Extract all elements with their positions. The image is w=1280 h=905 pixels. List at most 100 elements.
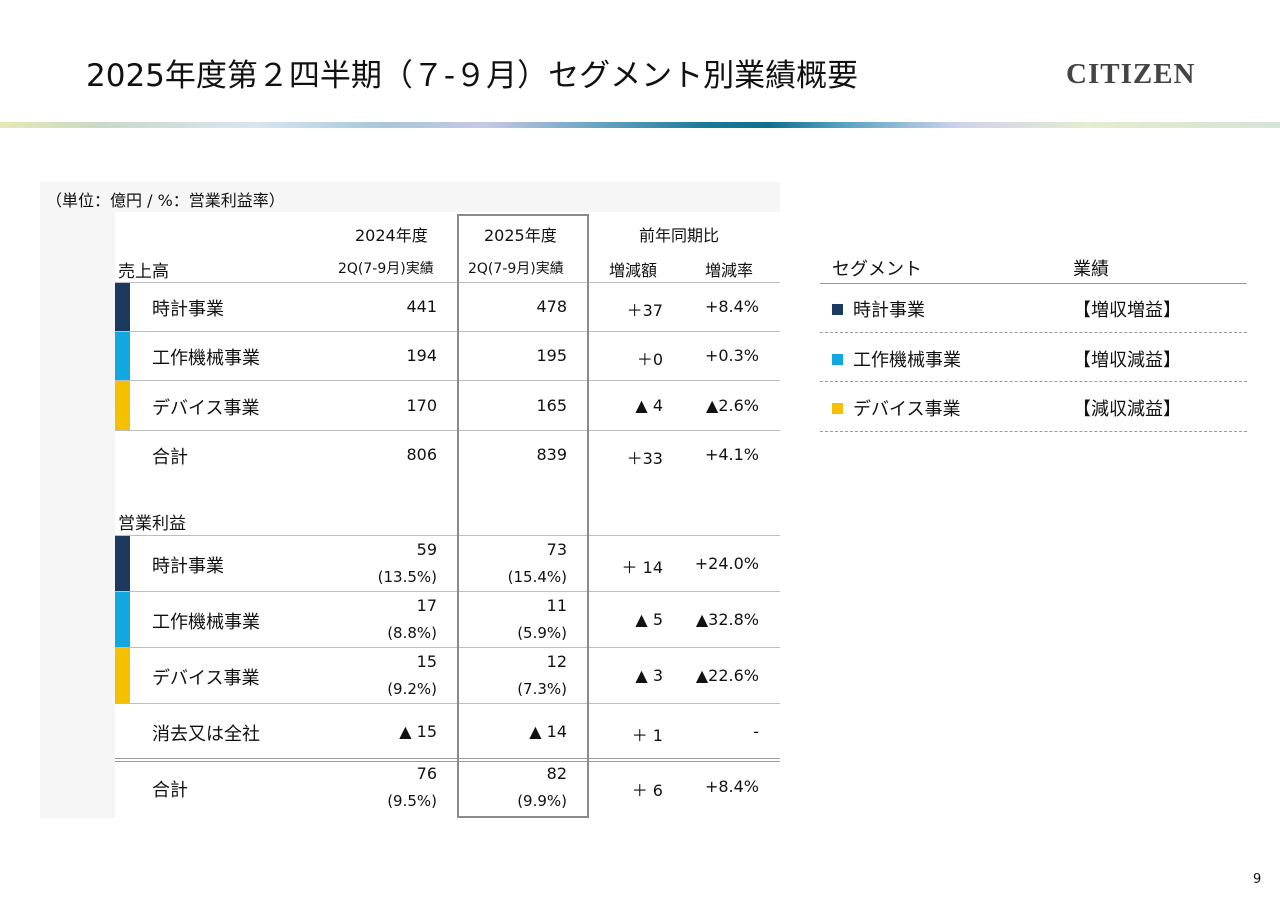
- op-total-fy2025: 82: [546, 764, 567, 783]
- op-total-name: 合計: [152, 780, 188, 801]
- op-row-fy2025: 73: [546, 540, 567, 559]
- op-row-fy2025: 11: [546, 596, 567, 615]
- results-row: 時計事業: [832, 296, 925, 322]
- op-row-fy2024: 59: [416, 540, 437, 559]
- header-fy2024: 2024年度: [355, 226, 428, 245]
- sales-row-rate: ▲2.6%: [706, 396, 759, 415]
- header-yoy: 前年同期比: [639, 226, 720, 245]
- op-row-name: 工作機械事業: [152, 612, 260, 633]
- sales-total-fy2025: 839: [536, 445, 567, 464]
- segment-color-bar-watch: [115, 283, 130, 331]
- sales-row-name: 工作機械事業: [152, 348, 260, 369]
- citizen-logo: CITIZEN: [1066, 58, 1196, 90]
- results-row-name: デバイス事業: [853, 399, 961, 420]
- square-bullet-icon: [832, 354, 843, 365]
- sales-row-diff: ＋37: [626, 301, 663, 320]
- segment-color-bar-watch: [115, 536, 130, 591]
- results-header-result: 業績: [1073, 259, 1109, 280]
- sales-row-fy2024: 170: [406, 396, 437, 415]
- op-row-fy2025-margin: (5.9%): [517, 624, 567, 642]
- sales-total-name: 合計: [152, 447, 188, 468]
- results-row-divider: [820, 381, 1247, 382]
- square-bullet-icon: [832, 304, 843, 315]
- header-rate: 増減率: [705, 261, 754, 280]
- sales-row-diff: ＋0: [636, 350, 663, 369]
- op-row-fy2025: ▲ 14: [529, 722, 567, 741]
- sales-row-fy2024: 441: [406, 297, 437, 316]
- row-divider: [115, 647, 780, 648]
- sales-row-name: デバイス事業: [152, 398, 260, 419]
- row-divider: [115, 758, 780, 759]
- sales-row-rate: +8.4%: [704, 297, 759, 316]
- sales-total-fy2024: 806: [406, 445, 437, 464]
- results-row-name: 工作機械事業: [853, 350, 961, 371]
- results-row-divider: [820, 332, 1247, 333]
- op-row-fy2025-margin: (7.3%): [517, 680, 567, 698]
- results-row-name: 時計事業: [853, 300, 925, 321]
- op-total-diff: ＋ 6: [631, 781, 663, 800]
- unit-note: （単位：億円 / %：営業利益率）: [46, 191, 285, 210]
- op-row-rate: +24.0%: [694, 554, 759, 573]
- op-row-name: 消去又は全社: [152, 724, 260, 745]
- op-row-fy2024-margin: (13.5%): [377, 568, 437, 586]
- page-number: 9: [1253, 872, 1262, 887]
- op-row-fy2024: ▲ 15: [399, 722, 437, 741]
- sales-row-fy2025: 165: [536, 396, 567, 415]
- op-row-fy2024-margin: (9.2%): [387, 680, 437, 698]
- results-header-divider: [820, 283, 1247, 284]
- fy2025-highlight-box: [457, 214, 589, 818]
- op-row-fy2024: 17: [416, 596, 437, 615]
- op-total-fy2024-margin: (9.5%): [387, 792, 437, 810]
- op-row-fy2025: 12: [546, 652, 567, 671]
- row-divider: [115, 282, 780, 283]
- results-row: 工作機械事業: [832, 346, 961, 372]
- op-total-fy2025-margin: (9.9%): [517, 792, 567, 810]
- row-divider: [115, 535, 780, 536]
- segment-color-bar-device: [115, 381, 130, 430]
- sales-row-fy2024: 194: [406, 346, 437, 365]
- sales-row-diff: ▲ 4: [635, 396, 663, 415]
- sales-row-rate: +0.3%: [704, 346, 759, 365]
- op-total-fy2024: 76: [416, 764, 437, 783]
- results-row: デバイス事業: [832, 395, 960, 421]
- results-row-result: 【減収減益】: [1073, 399, 1181, 420]
- op-row-diff: ▲ 5: [635, 610, 663, 629]
- sales-row-fy2025: 478: [536, 297, 567, 316]
- results-row-result: 【増収増益】: [1073, 300, 1181, 321]
- row-divider: [115, 380, 780, 381]
- op-row-fy2024: 15: [416, 652, 437, 671]
- table-body-background: [115, 212, 780, 818]
- op-row-rate: ▲22.6%: [695, 666, 759, 685]
- row-divider: [115, 430, 780, 431]
- op-label: 営業利益: [118, 514, 186, 534]
- op-row-name: 時計事業: [152, 556, 224, 577]
- op-row-diff: ＋ 1: [631, 726, 663, 745]
- op-row-fy2025-margin: (15.4%): [507, 568, 567, 586]
- segment-color-bar-machine: [115, 592, 130, 647]
- sales-total-rate: +4.1%: [704, 445, 759, 464]
- op-total-rate: +8.4%: [704, 777, 759, 796]
- op-row-fy2024-margin: (8.8%): [387, 624, 437, 642]
- row-divider: [115, 761, 780, 762]
- sales-label: 売上高: [118, 262, 169, 282]
- op-row-name: デバイス事業: [152, 668, 260, 689]
- op-row-diff: ▲ 3: [635, 666, 663, 685]
- page-title: 2025年度第２四半期（７-９月）セグメント別業績概要: [86, 58, 859, 94]
- sales-row-name: 時計事業: [152, 299, 224, 320]
- results-row-result: 【増収減益】: [1073, 350, 1181, 371]
- segment-color-bar-device: [115, 648, 130, 703]
- row-divider: [115, 331, 780, 332]
- results-header-segment: セグメント: [832, 259, 922, 280]
- header-fy2025-sub: 2Q(7-9月)実績: [468, 261, 564, 277]
- header-fy2024-sub: 2Q(7-9月)実績: [338, 261, 434, 277]
- sales-total-diff: ＋33: [626, 449, 663, 468]
- op-row-diff: ＋ 14: [621, 558, 663, 577]
- decorative-stripe: [0, 122, 1280, 128]
- segment-color-bar-machine: [115, 332, 130, 380]
- op-row-rate: -: [753, 722, 759, 741]
- square-bullet-icon: [832, 403, 843, 414]
- op-row-rate: ▲32.8%: [695, 610, 759, 629]
- header-diff: 増減額: [609, 261, 658, 280]
- sales-row-fy2025: 195: [536, 346, 567, 365]
- row-divider: [115, 703, 780, 704]
